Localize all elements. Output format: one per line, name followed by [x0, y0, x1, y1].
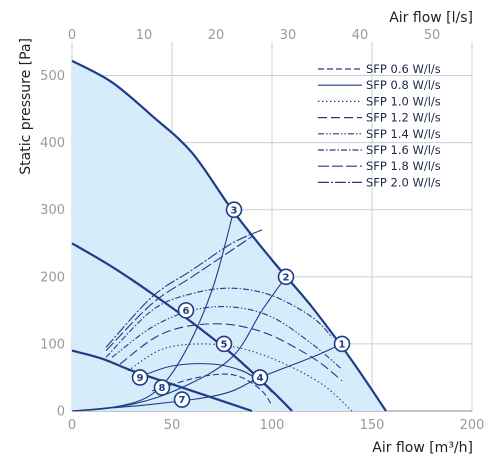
- y-tick-label: 500: [40, 69, 65, 84]
- x2-tick-label: 40: [352, 28, 369, 43]
- y-tick-label: 400: [40, 136, 65, 151]
- x-tick-label: 50: [164, 418, 181, 433]
- x2-tick-label: 20: [208, 28, 225, 43]
- operating-point-4: 4: [251, 369, 269, 386]
- x2-tick-label: 0: [68, 28, 76, 43]
- operating-point-1: 1: [333, 335, 351, 353]
- x-tick-label: 150: [360, 418, 385, 433]
- legend-entry-7: SFP 2.0 W/l/s: [366, 175, 441, 189]
- y-tick-label: 100: [40, 337, 65, 352]
- operating-point-2: 2: [277, 268, 295, 286]
- sfp-curve-3: [119, 323, 343, 382]
- y-axis-title: Static pressure [Pa]: [18, 38, 34, 175]
- x-tick-label: 100: [260, 418, 285, 433]
- sfp-curve-2: [127, 343, 353, 412]
- operating-point-marker: [173, 391, 191, 408]
- sfp-curve-0: [151, 373, 273, 406]
- operating-point-marker: [177, 302, 195, 319]
- operating-point-8: 8: [153, 379, 171, 396]
- legend-entry-3: SFP 1.2 W/l/s: [366, 111, 441, 125]
- operating-point-marker: [277, 268, 295, 286]
- operating-point-label: 2: [283, 272, 290, 283]
- x-axis-title: Air flow [m³/h]: [372, 440, 473, 456]
- sfp-curve-4: [111, 306, 343, 370]
- operating-point-marker: [215, 335, 233, 353]
- operating-point-marker: [131, 369, 149, 386]
- operating-point-marker: [153, 379, 171, 396]
- legend-entry-2: SFP 1.0 W/l/s: [366, 94, 441, 108]
- operating-point-marker: [333, 335, 351, 353]
- x2-tick-label: 50: [424, 28, 441, 43]
- legend-entry-1: SFP 0.8 W/l/s: [366, 78, 441, 92]
- system-curve-2: [71, 343, 343, 412]
- operating-point-label: 7: [179, 395, 186, 406]
- system-curve-1: [71, 276, 287, 412]
- operating-points: 1 2 3 4 5 6 7 8 9: [131, 201, 351, 408]
- operating-point-7: 7: [173, 391, 191, 408]
- x2-axis-title: Air flow [l/s]: [389, 10, 473, 26]
- operating-point-6: 6: [177, 302, 195, 319]
- legend-entry-5: SFP 1.6 W/l/s: [366, 143, 441, 157]
- operating-point-label: 1: [339, 340, 346, 351]
- operating-point-3: 3: [225, 201, 243, 219]
- operating-point-label: 5: [221, 340, 228, 351]
- operating-point-9: 9: [131, 369, 149, 386]
- operating-point-marker: [225, 201, 243, 219]
- legend-entry-4: SFP 1.4 W/l/s: [366, 127, 441, 141]
- x-tick-label: 0: [68, 418, 76, 433]
- x2-tick-label: 10: [136, 28, 153, 43]
- legend-entry-6: SFP 1.8 W/l/s: [366, 159, 441, 173]
- operating-point-label: 3: [231, 205, 238, 216]
- fan-curve-1: [71, 242, 293, 412]
- y-tick-label: 0: [57, 405, 65, 420]
- sfp-curves: [105, 229, 353, 412]
- x-tick-label: 200: [460, 418, 485, 433]
- operating-area-fill: [72, 60, 386, 412]
- operating-area: [72, 60, 386, 412]
- sfp-curve-7: [105, 229, 263, 348]
- operating-point-label: 8: [159, 383, 166, 394]
- operating-point-label: 4: [257, 373, 264, 384]
- operating-point-label: 6: [183, 306, 190, 317]
- system-curves: [71, 209, 343, 412]
- legend-entry-0: SFP 0.6 W/l/s: [366, 62, 441, 76]
- x2-tick-label: 30: [280, 28, 297, 43]
- fan-curve-2: [71, 349, 253, 413]
- y-tick-label: 300: [40, 203, 65, 218]
- operating-point-marker: [251, 369, 269, 386]
- operating-point-5: 5: [215, 335, 233, 353]
- sfp-curve-6: [105, 236, 253, 351]
- y-tick-label: 200: [40, 270, 65, 285]
- operating-point-label: 9: [137, 373, 144, 384]
- legend: SFP 0.6 W/l/s SFP 0.8 W/l/s SFP 1.0 W/l/s S…: [318, 62, 441, 189]
- sfp-curve-5: [105, 287, 333, 358]
